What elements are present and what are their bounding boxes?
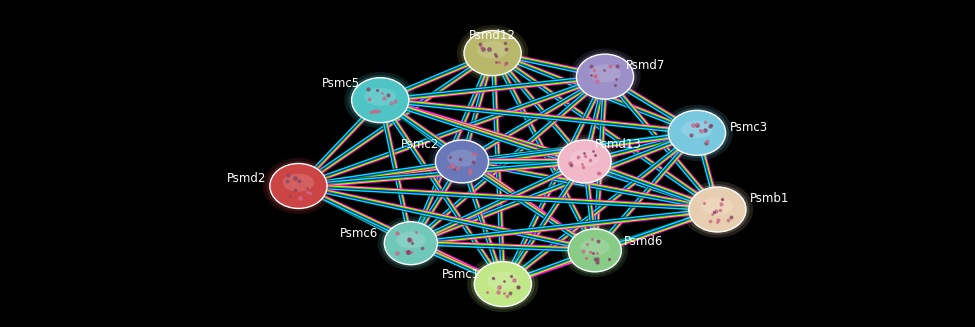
Ellipse shape [558, 140, 611, 183]
Ellipse shape [570, 150, 600, 167]
Text: Psmd13: Psmd13 [595, 138, 642, 151]
Text: Psmc1: Psmc1 [442, 268, 481, 281]
Ellipse shape [688, 187, 746, 232]
Ellipse shape [384, 222, 438, 265]
Ellipse shape [474, 262, 531, 307]
Ellipse shape [477, 41, 508, 59]
Ellipse shape [555, 137, 614, 185]
Ellipse shape [568, 229, 621, 272]
Ellipse shape [576, 54, 634, 99]
Ellipse shape [669, 111, 725, 155]
Ellipse shape [685, 184, 750, 235]
Ellipse shape [488, 272, 519, 290]
Ellipse shape [352, 78, 409, 123]
Text: Psmc6: Psmc6 [340, 227, 378, 240]
Ellipse shape [580, 239, 609, 256]
Ellipse shape [457, 25, 528, 81]
Ellipse shape [562, 224, 628, 277]
Ellipse shape [344, 72, 416, 128]
Text: Psmd6: Psmd6 [623, 235, 663, 248]
Text: Psmd12: Psmd12 [469, 29, 516, 42]
Text: Psmc3: Psmc3 [729, 121, 767, 134]
Ellipse shape [283, 174, 314, 192]
Ellipse shape [566, 226, 625, 274]
Ellipse shape [429, 135, 495, 188]
Ellipse shape [460, 28, 525, 78]
Ellipse shape [682, 120, 713, 138]
Ellipse shape [702, 197, 733, 215]
Ellipse shape [377, 216, 444, 270]
Ellipse shape [396, 232, 425, 249]
Ellipse shape [266, 161, 331, 211]
Ellipse shape [448, 150, 477, 167]
Ellipse shape [573, 51, 637, 102]
Ellipse shape [270, 164, 327, 209]
Ellipse shape [589, 64, 621, 82]
Ellipse shape [432, 137, 491, 185]
Ellipse shape [665, 108, 729, 158]
Ellipse shape [464, 31, 522, 76]
Ellipse shape [348, 75, 412, 125]
Text: Psmc2: Psmc2 [402, 138, 440, 151]
Ellipse shape [436, 140, 488, 183]
Ellipse shape [467, 256, 538, 312]
Ellipse shape [661, 105, 733, 161]
Ellipse shape [471, 259, 535, 309]
Ellipse shape [552, 135, 618, 188]
Text: Psmd2: Psmd2 [226, 172, 266, 185]
Ellipse shape [381, 219, 441, 267]
Text: Psmc5: Psmc5 [322, 77, 360, 90]
Ellipse shape [682, 181, 753, 238]
Ellipse shape [569, 48, 641, 105]
Text: Psmd7: Psmd7 [625, 59, 665, 72]
Ellipse shape [262, 158, 334, 214]
Text: Psmb1: Psmb1 [750, 192, 790, 205]
Ellipse shape [365, 88, 396, 106]
